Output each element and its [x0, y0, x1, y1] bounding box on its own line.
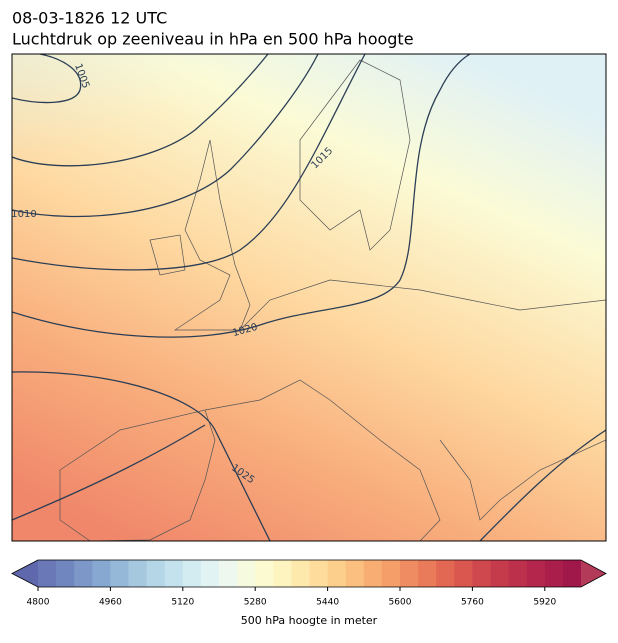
colorbar: 4800 4960 5120 5280 5440 5600 5760 5920 — [11, 559, 607, 608]
colorbar-block — [38, 560, 57, 587]
colorbar-block — [92, 560, 111, 587]
colorbar-tick-label: 5280 — [244, 598, 267, 608]
subtitle: Luchtdruk op zeeniveau in hPa en 500 hPa… — [12, 30, 414, 49]
colorbar-tick-label: 4960 — [99, 598, 122, 608]
colorbar-extend-high — [581, 560, 606, 587]
colorbar-block — [200, 560, 220, 587]
colorbar-tick-label: 5920 — [533, 598, 556, 608]
colorbar-block — [219, 560, 238, 587]
colorbar-block — [110, 560, 129, 587]
colorbar-block — [327, 560, 347, 587]
colorbar-block — [273, 560, 292, 587]
colorbar-block — [309, 560, 329, 587]
colorbar-block — [400, 560, 419, 587]
low-area — [12, 54, 312, 214]
colorbar-extend-low — [12, 560, 38, 587]
map: 1005 1010 1015 1020 1025 — [11, 54, 606, 541]
colorbar-block — [381, 560, 401, 587]
colorbar-block — [237, 560, 256, 587]
colorbar-outline — [11, 559, 607, 588]
map-frame — [11, 53, 607, 542]
colorbar-block — [508, 560, 528, 587]
colorbar-tick-label: 5440 — [316, 598, 339, 608]
colorbar-block — [490, 560, 510, 587]
colorbar-block — [182, 560, 202, 587]
colorbar-block — [56, 560, 75, 587]
colorbar-block — [436, 560, 455, 587]
colorbar-block — [164, 560, 184, 587]
isobars — [12, 54, 606, 541]
colorbar-block — [562, 560, 582, 587]
colorbar-tick-label: 4800 — [27, 598, 50, 608]
colorbar-block — [526, 560, 546, 587]
colorbar-block — [255, 560, 274, 587]
colorbar-block — [472, 560, 491, 587]
colorbar-tick-label: 5120 — [171, 598, 194, 608]
colorbar-block — [74, 560, 93, 587]
colorbar-block — [454, 560, 473, 587]
colorbar-block — [418, 560, 437, 587]
colorbar-block — [544, 560, 564, 587]
colorbar-block — [291, 560, 310, 587]
colorbar-block — [363, 560, 383, 587]
colorbar-label: 500 hPa hoogte in meter — [241, 614, 378, 627]
colorbar-block — [128, 560, 148, 587]
colorbar-block — [345, 560, 365, 587]
colorbar-tick-label: 5600 — [389, 598, 412, 608]
title: 08-03-1826 12 UTC — [12, 9, 167, 28]
colorbar-tick-label: 5760 — [461, 598, 484, 608]
colorbar-block — [146, 560, 166, 587]
isobar-label: 1010 — [11, 209, 36, 220]
